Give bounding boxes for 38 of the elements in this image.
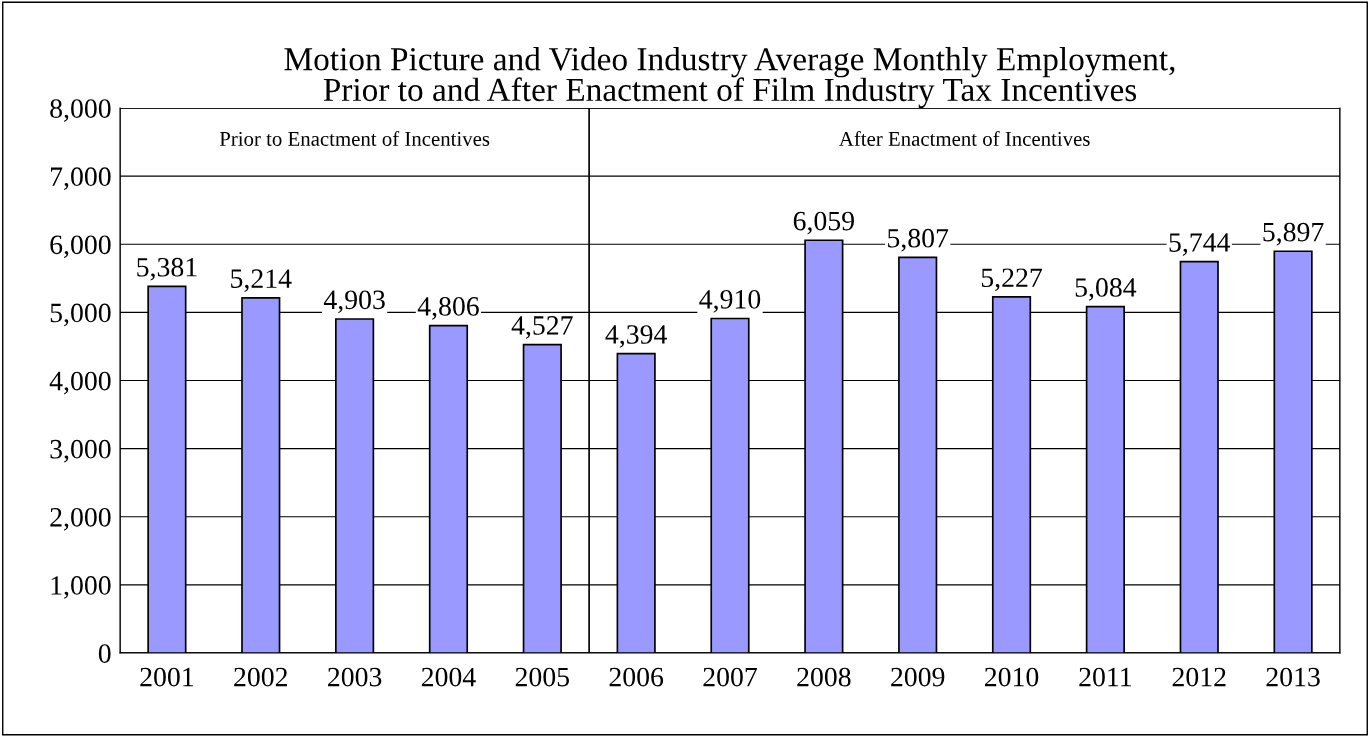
text: 5,744 bbox=[1169, 233, 1231, 256]
x-tick-label: 2001 bbox=[140, 667, 194, 687]
y-tick-label: 3,000 bbox=[50, 439, 111, 463]
x-tick-label: 2007 bbox=[703, 667, 757, 687]
x-tick-label: 2004 bbox=[421, 667, 476, 687]
text: 5,381 bbox=[137, 257, 197, 281]
x-tick-label: 2009 bbox=[891, 667, 945, 687]
text: 4,903 bbox=[323, 290, 385, 314]
y-tick-label: 1,000 bbox=[51, 576, 111, 599]
x-tick-label: 2005 bbox=[515, 667, 569, 687]
x-tick-label: 2003 bbox=[328, 667, 382, 687]
text: 5,807 bbox=[888, 228, 949, 252]
x-tick-label: 2012 bbox=[1172, 667, 1226, 687]
y-tick-label: 5,000 bbox=[50, 303, 111, 327]
x-tick-label: 2002 bbox=[234, 667, 288, 687]
x-tick-label: 2010 bbox=[984, 667, 1039, 687]
x-tick-label: 2011 bbox=[1079, 667, 1131, 687]
text: 5,897 bbox=[1263, 222, 1324, 246]
y-tick-label: 0 bbox=[98, 644, 111, 663]
x-tick-label: 2013 bbox=[1266, 667, 1320, 687]
y-tick-label: 8,000 bbox=[50, 99, 111, 122]
text: 4,527 bbox=[511, 316, 573, 339]
x-tick-label: 2008 bbox=[797, 667, 851, 687]
y-tick-label: 2,000 bbox=[50, 507, 111, 531]
x-tick-label: 2006 bbox=[609, 667, 664, 687]
text: 5,214 bbox=[231, 269, 292, 292]
text: 5,227 bbox=[981, 268, 1042, 292]
text: 5,084 bbox=[1075, 278, 1137, 301]
band-label: Prior to Enactment of Incentives bbox=[219, 131, 490, 146]
y-tick-label: 6,000 bbox=[50, 235, 111, 259]
text: 4,394 bbox=[605, 325, 667, 348]
text: 4,806 bbox=[417, 297, 479, 320]
y-tick-label: 4,000 bbox=[49, 371, 111, 395]
y-tick-label: 7,000 bbox=[51, 167, 111, 191]
text: 6,059 bbox=[793, 211, 854, 235]
chart-title: Motion Picture and Video Industry Average Monthly Employment, Prior to and After Enactment of Film Industry Tax Incentives bbox=[284, 47, 1175, 108]
text: 4,910 bbox=[699, 289, 761, 313]
band-label: After Enactment of Incentives bbox=[839, 131, 1090, 146]
